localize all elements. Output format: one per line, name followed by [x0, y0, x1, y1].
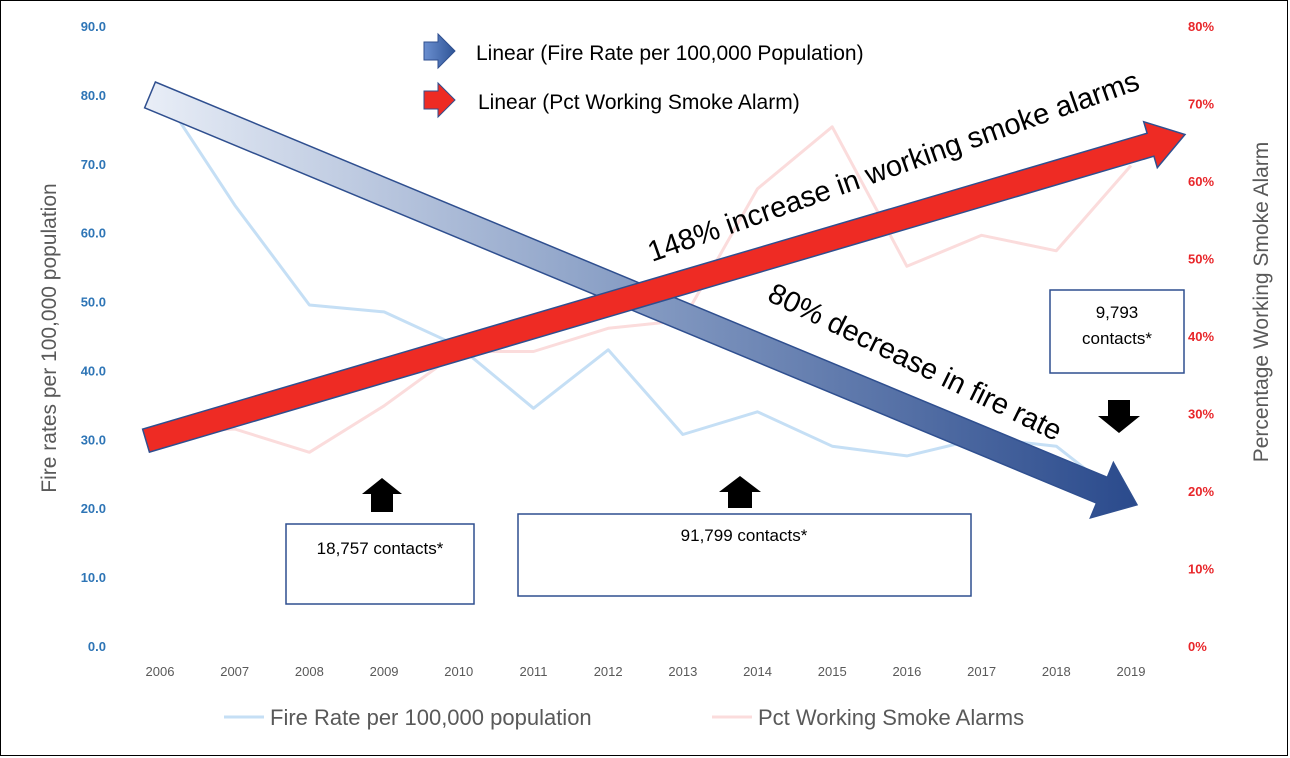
x-tick-label: 2018	[1042, 664, 1071, 679]
trend-legend-blue-arrow-icon	[423, 32, 456, 70]
x-tick-label: 2011	[519, 664, 547, 679]
x-tick-label: 2009	[370, 664, 399, 679]
x-tick-label: 2014	[743, 664, 772, 679]
contacts-box-1	[285, 523, 475, 605]
y-left-tick-label: 10.0	[81, 570, 106, 585]
y-right-tick-label: 0%	[1188, 639, 1207, 654]
y-right-tick-label: 50%	[1188, 252, 1214, 267]
trend-legend-alarm-label: Linear (Pct Working Smoke Alarm)	[478, 91, 800, 114]
legend-smoke-alarm-label: Pct Working Smoke Alarms	[758, 705, 1024, 730]
y-right-tick-label: 80%	[1188, 19, 1214, 34]
trend-legend-red-arrow-icon	[423, 81, 456, 119]
x-tick-label: 2016	[892, 664, 921, 679]
y-right-tick-label: 70%	[1188, 97, 1214, 112]
y-left-tick-label: 60.0	[81, 226, 106, 241]
y-right-tick-label: 10%	[1188, 562, 1214, 577]
contacts-box-3	[1049, 289, 1185, 374]
contacts-box-2-label: 91,799 contacts*	[681, 526, 808, 545]
smoke-alarm-trend-arrow	[141, 120, 1187, 454]
y-left-tick-label: 50.0	[81, 295, 106, 310]
legend-fire-rate-label: Fire Rate per 100,000 population	[270, 705, 592, 730]
down-arrow-icon	[1098, 400, 1140, 433]
x-tick-label: 2017	[967, 664, 996, 679]
up-arrow-icon	[362, 478, 402, 512]
x-tick-label: 2008	[295, 664, 324, 679]
x-tick-label: 2013	[668, 664, 697, 679]
contacts-box-1-label: 18,757 contacts*	[317, 539, 444, 558]
y-left-tick-label: 20.0	[81, 501, 106, 516]
y-left-tick-label: 70.0	[81, 157, 106, 172]
x-tick-label: 2007	[220, 664, 249, 679]
y-right-tick-label: 60%	[1188, 174, 1214, 189]
contacts-box-3-label-line1: 9,793	[1096, 303, 1139, 322]
x-tick-label: 2015	[818, 664, 847, 679]
contacts-box-3-label-line2: contacts*	[1082, 329, 1152, 348]
y-left-tick-label: 40.0	[81, 363, 106, 378]
trend-legend-fire-label: Linear (Fire Rate per 100,000 Population…	[476, 42, 864, 65]
y-right-tick-label: 20%	[1188, 484, 1214, 499]
y-left-tick-label: 90.0	[81, 19, 106, 34]
y-left-tick-label: 30.0	[81, 432, 106, 447]
y-left-axis-title: Fire rates per 100,000 population	[38, 183, 61, 492]
up-arrow-icon	[719, 476, 761, 508]
y-right-tick-label: 40%	[1188, 329, 1214, 344]
y-right-tick-label: 30%	[1188, 407, 1214, 422]
y-left-tick-label: 80.0	[81, 88, 106, 103]
x-tick-label: 2010	[444, 664, 473, 679]
x-tick-label: 2019	[1117, 664, 1146, 679]
smoke-alarm-series-line	[159, 125, 1133, 454]
x-tick-label: 2012	[594, 664, 623, 679]
contacts-box-2	[517, 513, 972, 597]
x-tick-label: 2006	[146, 664, 175, 679]
y-left-tick-label: 0.0	[88, 639, 106, 654]
y-right-axis-title: Percentage Working Smoke Alarm	[1250, 142, 1273, 463]
